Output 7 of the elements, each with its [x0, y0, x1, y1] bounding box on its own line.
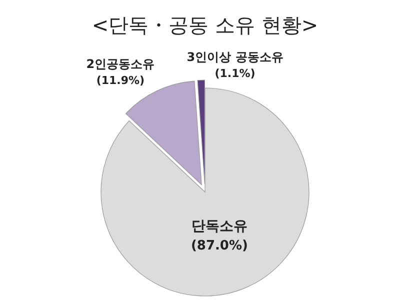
- data-label: (1.1%): [214, 67, 256, 80]
- chart-title: <단독・공동 소유 현황>: [92, 13, 318, 37]
- slice-label: 3인이상 공동소유: [186, 50, 284, 64]
- slice-label: 2인공동소유: [86, 57, 155, 72]
- data-label: (87.0%): [190, 238, 248, 254]
- data-label: (11.9%): [96, 74, 145, 88]
- slice-label: 단독소유: [191, 218, 248, 234]
